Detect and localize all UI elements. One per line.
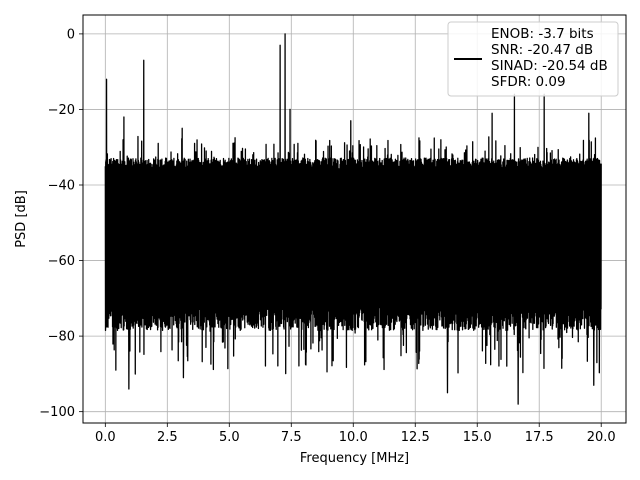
legend-entry: SNR: -20.47 dB xyxy=(491,42,593,58)
legend-box xyxy=(447,21,619,97)
legend-entry: SINAD: -20.54 dB xyxy=(491,58,608,74)
y-tick-label: −100 xyxy=(39,405,75,420)
x-tick-label: 10.0 xyxy=(339,430,368,445)
y-tick-label: −60 xyxy=(48,254,75,269)
axis-ticks: 0.0 2.5 5.0 7.5 10.0 12.5 15.0 17.5 20.0 0 −20 −40 −… xyxy=(39,27,615,445)
plot-frame xyxy=(82,14,627,424)
x-tick-label: 0.0 xyxy=(95,430,116,445)
y-tick-label: −40 xyxy=(48,179,75,194)
x-tick-label: 20.0 xyxy=(587,430,616,445)
y-tick-label: −80 xyxy=(48,330,75,345)
y-axis-label: PSD [dB] xyxy=(14,190,29,248)
x-tick-label: 12.5 xyxy=(401,430,430,445)
x-axis-label: Frequency [MHz] xyxy=(300,451,409,466)
y-tick-label: −20 xyxy=(48,103,75,118)
legend-entry: SFDR: 0.09 xyxy=(491,74,566,90)
x-tick-label: 5.0 xyxy=(219,430,240,445)
psd-line xyxy=(104,33,602,405)
x-tick-label: 7.5 xyxy=(281,430,302,445)
legend: ENOB: -3.7 bits SNR: -20.47 dB SINAD: -2… xyxy=(447,21,619,97)
x-tick-label: 17.5 xyxy=(525,430,554,445)
y-tick-label: 0 xyxy=(67,27,75,42)
psd-series xyxy=(104,33,602,405)
x-tick-label: 2.5 xyxy=(157,430,178,445)
legend-entry: ENOB: -3.7 bits xyxy=(491,26,594,42)
x-tick-label: 15.0 xyxy=(463,430,492,445)
